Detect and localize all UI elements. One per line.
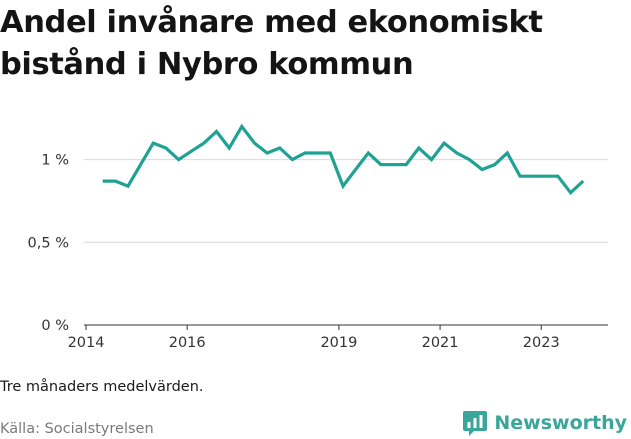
- grid-lines: [84, 159, 608, 243]
- chart-svg: 0 % 0,5 % 1 % 2014 2016 2019 2021 2023: [28, 123, 608, 351]
- newsworthy-chart-icon: [463, 411, 488, 436]
- series-line-path: [102, 123, 585, 196]
- y-tick-labels: 0 % 0,5 % 1 %: [28, 153, 69, 334]
- chart-source: Källa: Socialstyrelsen: [0, 421, 154, 437]
- x-axis: [84, 324, 608, 330]
- x-tick-labels: 2014 2016 2019 2021 2023: [68, 335, 560, 351]
- chart-title: Andel invånare med ekonomiskt bistånd i …: [0, 5, 543, 82]
- line-chart: 0 % 0,5 % 1 % 2014 2016 2019 2021 2023: [0, 110, 631, 370]
- y-tick-label: 1 %: [41, 153, 69, 169]
- x-tick-label: 2021: [422, 335, 459, 351]
- y-tick-label: 0,5 %: [28, 235, 69, 251]
- x-tick-label: 2019: [320, 335, 357, 351]
- series-line: [102, 123, 585, 196]
- x-tick-label: 2023: [523, 335, 560, 351]
- chart-note: Tre månaders medelvärden.: [0, 379, 204, 395]
- newsworthy-logo[interactable]: Newsworthy: [462, 408, 627, 438]
- x-tick-label: 2016: [169, 335, 206, 351]
- brand-name: Newsworthy: [494, 412, 627, 434]
- y-tick-label: 0 %: [41, 318, 69, 334]
- x-tick-label: 2014: [68, 335, 105, 351]
